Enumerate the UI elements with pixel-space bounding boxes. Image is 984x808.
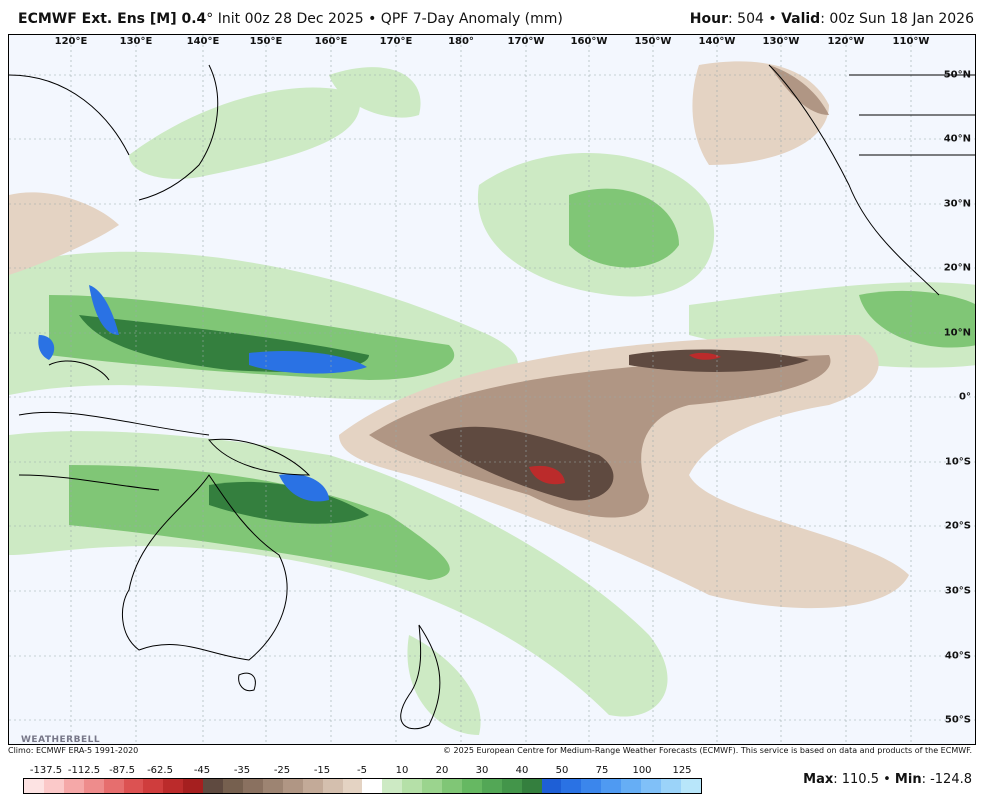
colorbar-swatch xyxy=(621,779,642,793)
colorbar-swatch xyxy=(362,779,383,793)
lon-label: 160°W xyxy=(570,36,608,47)
colorbar-swatch xyxy=(223,779,243,793)
colorbar-swatch xyxy=(342,779,363,793)
lat-label: 40°S xyxy=(944,650,971,662)
colorbar-swatch xyxy=(43,779,64,793)
valid-time: Hour: 504 • Valid: 00z Sun 18 Jan 2026 xyxy=(689,11,974,27)
colorbar-swatch xyxy=(581,779,602,793)
colorbar-label: -5 xyxy=(357,765,367,776)
anomaly-map: 120°E 130°E 140°E 150°E 160°E 170°E 180° 170°W 1… xyxy=(8,34,976,745)
colorbar-swatch xyxy=(242,779,263,793)
lon-label: 140°W xyxy=(698,36,736,47)
lat-label: 40°N xyxy=(943,133,971,145)
colorbar-label: 100 xyxy=(632,765,652,776)
colorbar-label: -15 xyxy=(313,765,331,776)
colorbar-swatch xyxy=(282,779,303,793)
colorbar-swatch xyxy=(641,779,661,793)
colorbar-swatch xyxy=(541,779,562,793)
colorbar-swatch xyxy=(163,779,184,793)
colorbar-swatch xyxy=(322,779,343,793)
max-min-stats: Max: 110.5 • Min: -124.8 xyxy=(803,772,972,787)
colorbar-swatch xyxy=(183,779,204,793)
climo-note: Climo: ECMWF ERA-5 1991-2020 xyxy=(8,746,139,755)
colorbar-swatch xyxy=(601,779,622,793)
dry-anomaly-mid xyxy=(369,65,831,518)
colorbar-label: 20 xyxy=(435,765,449,776)
lat-label: 20°N xyxy=(943,262,971,274)
colorbar-swatch xyxy=(402,779,423,793)
colorbar-swatch xyxy=(123,779,144,793)
lon-label: 150°W xyxy=(634,36,672,47)
lon-label: 180° xyxy=(448,36,474,47)
colorbar-swatch xyxy=(481,779,502,793)
lon-label: 160°E xyxy=(314,36,348,47)
colorbar-label: 75 xyxy=(595,765,609,776)
lat-label: 30°N xyxy=(943,198,971,210)
colorbar-swatch xyxy=(461,779,482,793)
chart-title: ECMWF Ext. Ens [M] 0.4° Init 00z 28 Dec … xyxy=(18,11,563,27)
colorbar-label: -25 xyxy=(273,765,291,776)
dry-anomaly-extreme xyxy=(529,352,721,485)
colorbar-swatch xyxy=(382,779,403,793)
colorbar-label: -87.5 xyxy=(109,765,135,776)
colorbar-swatch xyxy=(661,779,681,793)
colorbar-swatch xyxy=(83,779,104,793)
lon-label: 110°W xyxy=(892,36,930,47)
map-field xyxy=(9,35,975,744)
lat-label: 10°S xyxy=(944,456,971,468)
colorbar-label: 125 xyxy=(672,765,692,776)
colorbar-swatch xyxy=(501,779,522,793)
dry-anomaly-heavy xyxy=(429,349,809,501)
lon-label: 150°E xyxy=(249,36,283,47)
colorbar-label: -45 xyxy=(193,765,211,776)
lon-label: 130°E xyxy=(119,36,153,47)
colorbar-swatch xyxy=(103,779,124,793)
colorbar-swatch xyxy=(442,779,462,793)
colorbar-label: 50 xyxy=(555,765,569,776)
colorbar-label: 10 xyxy=(395,765,409,776)
lon-label: 170°E xyxy=(379,36,413,47)
colorbar-label: 30 xyxy=(475,765,489,776)
colorbar-swatch xyxy=(422,779,443,793)
colorbar-swatch xyxy=(302,779,323,793)
colorbar-swatch xyxy=(143,779,164,793)
weatherbell-logo: WEATHERBELL xyxy=(21,735,101,745)
colorbar-label: -137.5 xyxy=(29,765,63,776)
colorbar-swatch xyxy=(262,779,283,793)
lat-label: 0° xyxy=(959,391,971,403)
lat-label: 50°S xyxy=(944,714,971,726)
colorbar-swatch xyxy=(63,779,84,793)
colorbar xyxy=(23,778,702,794)
lat-label: 50°N xyxy=(943,69,971,81)
copyright-note: © 2025 European Centre for Medium-Range … xyxy=(443,746,972,755)
colorbar-swatch xyxy=(561,779,582,793)
colorbar-swatch xyxy=(24,779,44,793)
colorbar-label: -35 xyxy=(233,765,251,776)
lon-label: 170°W xyxy=(507,36,545,47)
lon-label: 140°E xyxy=(186,36,220,47)
colorbar-label: -112.5 xyxy=(67,765,101,776)
colorbar-label: -62.5 xyxy=(147,765,173,776)
lon-label: 120°W xyxy=(827,36,865,47)
lon-label: 130°W xyxy=(762,36,800,47)
lat-label: 20°S xyxy=(944,520,971,532)
lat-label: 30°S xyxy=(944,585,971,597)
colorbar-swatch xyxy=(203,779,224,793)
graticule xyxy=(9,35,975,744)
coastlines xyxy=(9,64,975,730)
colorbar-swatch xyxy=(680,779,701,793)
colorbar-swatch xyxy=(521,779,542,793)
colorbar-label: 40 xyxy=(515,765,529,776)
lon-label: 120°E xyxy=(54,36,88,47)
wet-anomaly-extreme xyxy=(38,285,367,502)
lat-label: 10°N xyxy=(943,327,971,339)
